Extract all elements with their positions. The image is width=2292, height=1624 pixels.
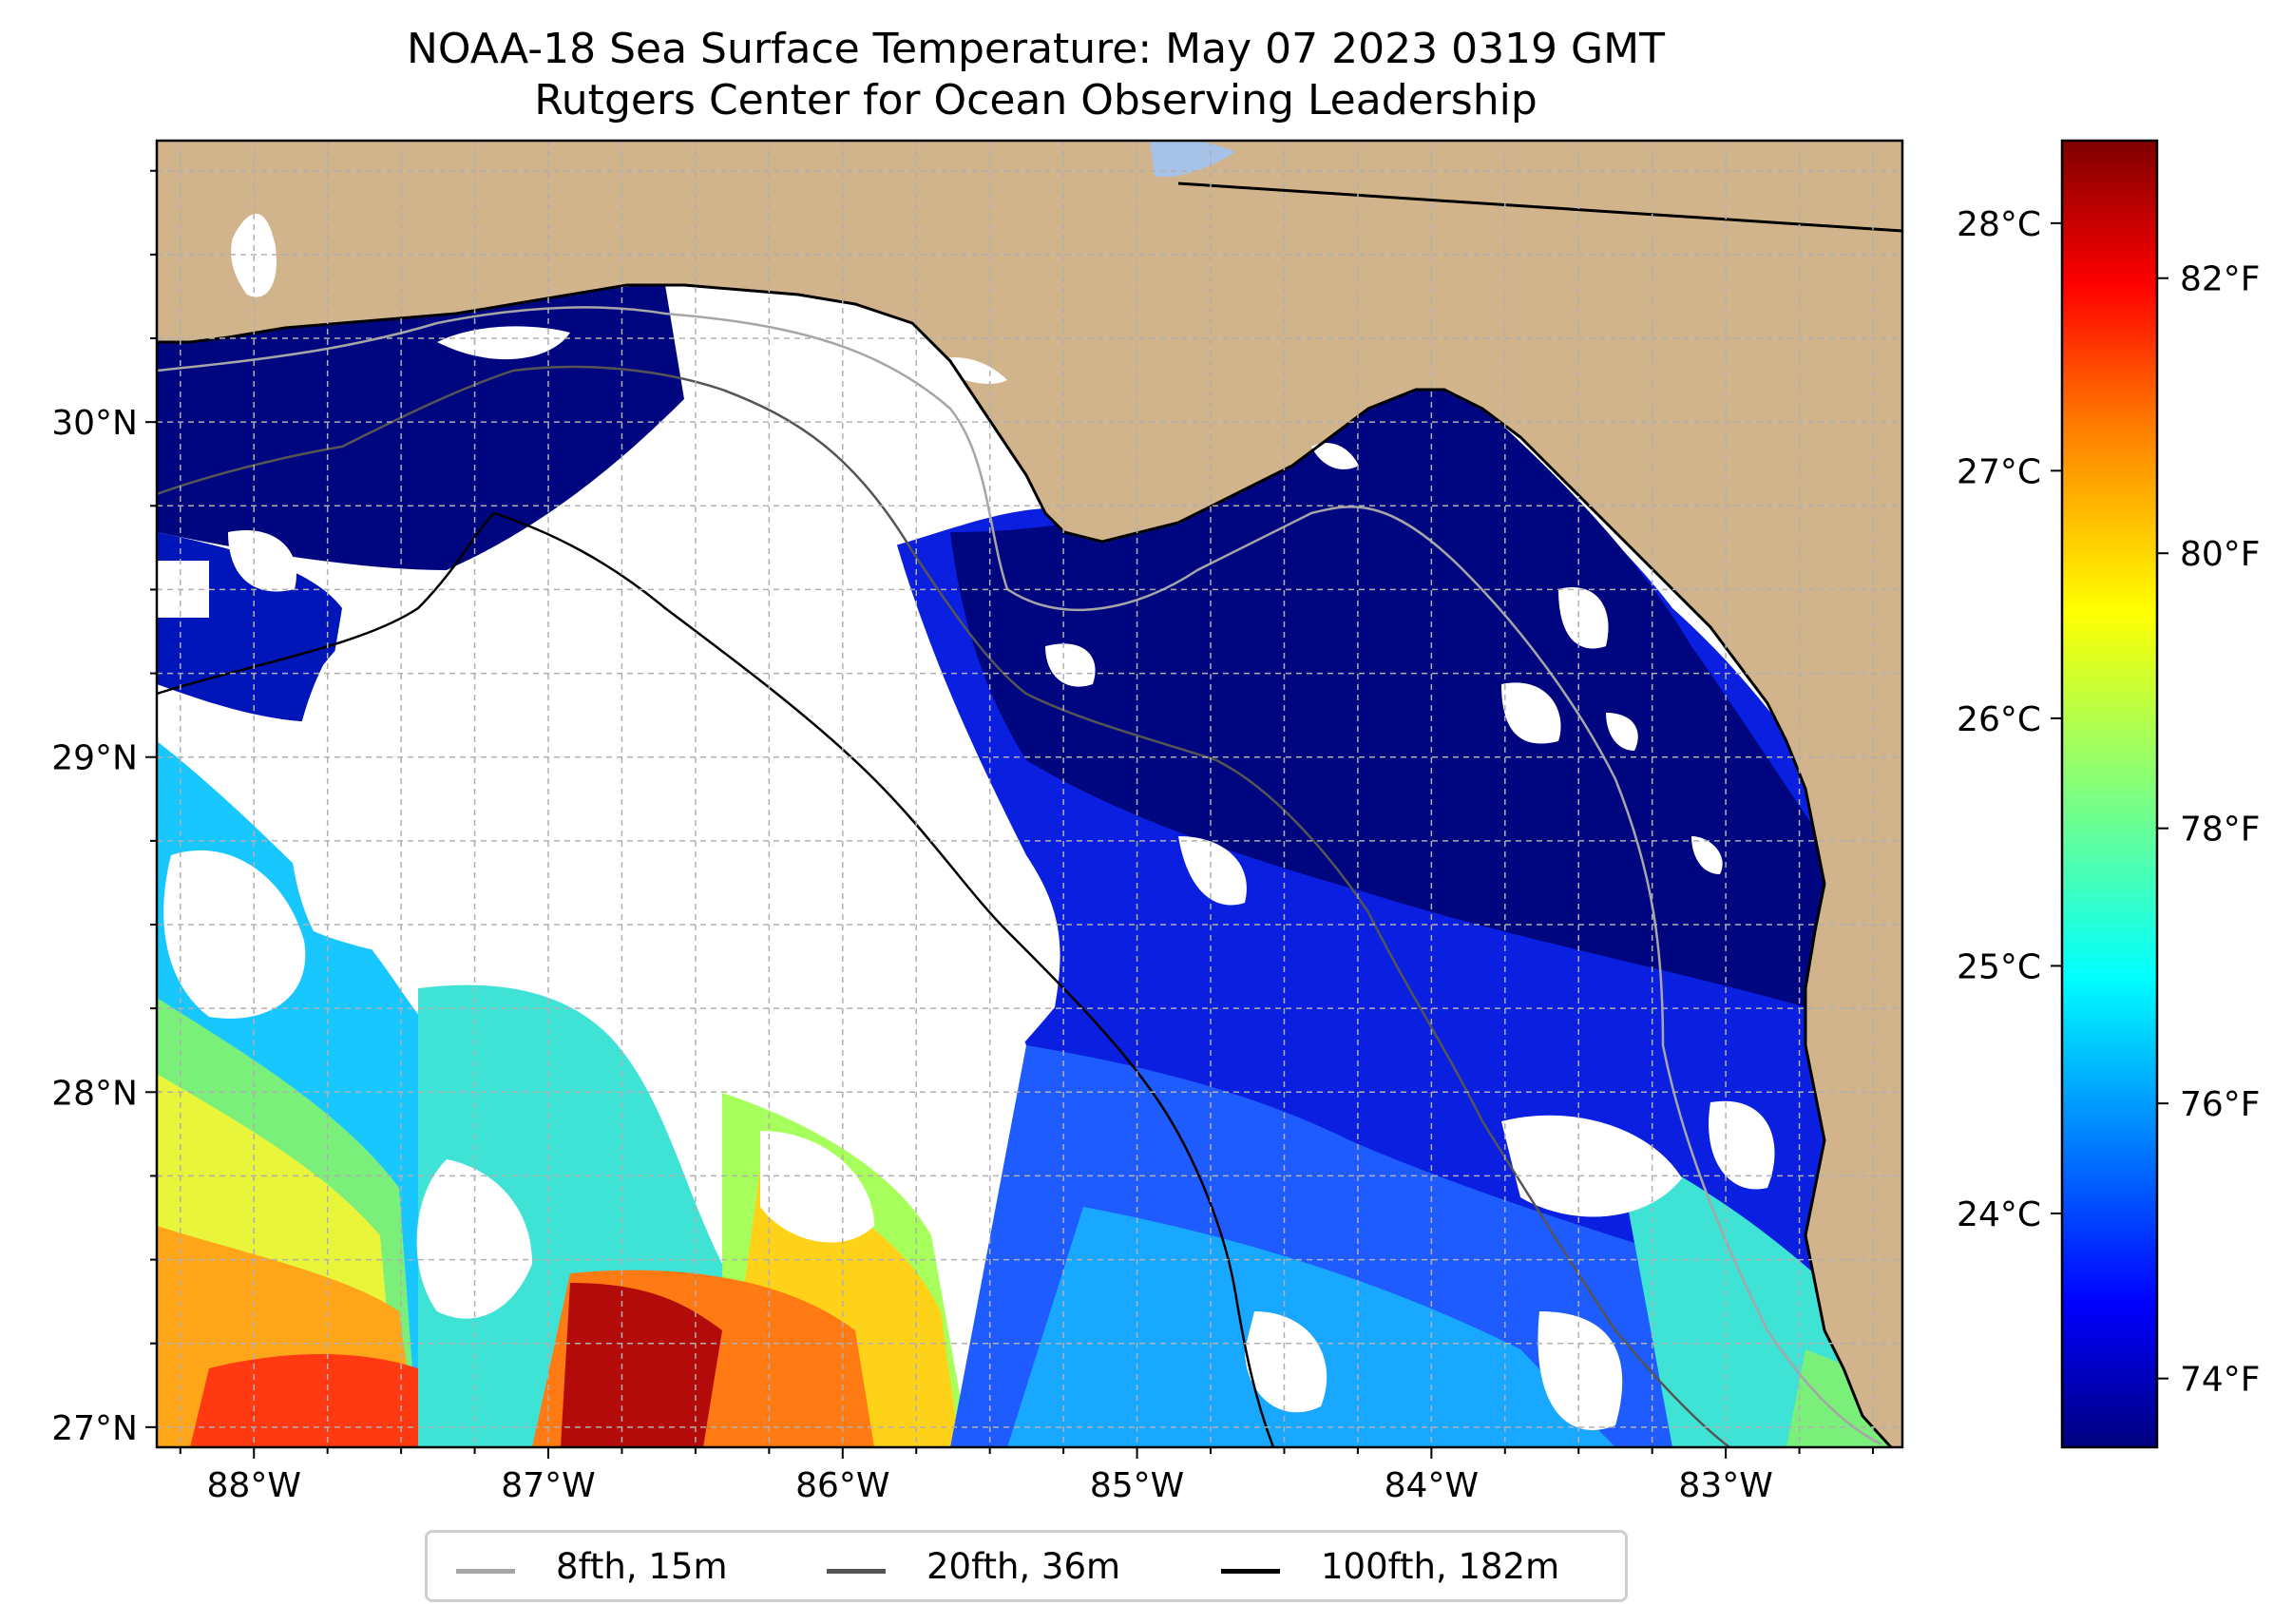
- x-tick-label: 86°W: [795, 1466, 889, 1505]
- x-tick-label: 87°W: [501, 1466, 595, 1505]
- colorbar-c-label: 25°C: [1957, 947, 2041, 986]
- x-tick-label: 88°W: [207, 1466, 301, 1505]
- colorbar-ticks: 82°F 80°F 78°F 76°F 74°F 28°C 27°C 26°C 25°C 24°C: [1957, 205, 2260, 1400]
- map-area: [157, 141, 1902, 1447]
- map-frame: [155, 139, 1904, 1449]
- colorbar-gradient: [2060, 139, 2159, 1449]
- legend-label-20fth: 20fth, 36m: [926, 1546, 1121, 1587]
- colorbar-f-label: 76°F: [2180, 1085, 2261, 1124]
- colorbar-c-label: 28°C: [1957, 205, 2041, 244]
- colorbar-c-label: 27°C: [1957, 452, 2041, 491]
- contour-legend: 8fth, 15m 20fth, 36m 100fth, 182m: [425, 1530, 1628, 1602]
- colorbar: 82°F 80°F 78°F 76°F 74°F 28°C 27°C 26°C 25°C 24°C: [1957, 139, 2261, 1449]
- colorbar-c-label: 26°C: [1957, 700, 2041, 739]
- x-tick-label: 83°W: [1678, 1466, 1772, 1505]
- y-tick-label: 29°N: [51, 739, 138, 778]
- chart-title: NOAA-18 Sea Surface Temperature: May 07 …: [407, 25, 1665, 73]
- legend-swatch-20fth: [827, 1569, 886, 1574]
- land-mass: [157, 141, 1902, 1447]
- y-tick-label: 30°N: [51, 404, 138, 443]
- gridlines: [157, 141, 1902, 1447]
- contour-8fth: [157, 306, 1882, 1446]
- coastline: [157, 283, 1893, 1447]
- legend-label-100fth: 100fth, 182m: [1321, 1546, 1560, 1587]
- state-boundary: [1177, 182, 1902, 233]
- contour-20fth: [157, 365, 1730, 1447]
- x-tick-label: 85°W: [1090, 1466, 1184, 1505]
- legend-label-8fth: 8fth, 15m: [556, 1546, 728, 1587]
- colorbar-c-label: 24°C: [1957, 1195, 2041, 1234]
- contour-100fth: [157, 511, 1275, 1447]
- y-tick-label: 27°N: [51, 1409, 138, 1448]
- sst-field: [157, 285, 1902, 1447]
- legend-swatch-100fth: [1221, 1569, 1280, 1574]
- chart-subtitle: Rutgers Center for Ocean Observing Leade…: [534, 76, 1538, 124]
- x-tick-label: 84°W: [1385, 1466, 1479, 1505]
- colorbar-f-label: 74°F: [2180, 1361, 2261, 1400]
- map-axes: 88°W 87°W 86°W 85°W 84°W 83°W 30°N 29°N 28°N 27°N: [51, 169, 1875, 1505]
- colorbar-f-label: 82°F: [2180, 260, 2261, 299]
- y-tick-label: 28°N: [51, 1074, 138, 1113]
- colorbar-f-label: 80°F: [2180, 535, 2261, 574]
- legend-swatch-8fth: [456, 1569, 515, 1574]
- colorbar-f-label: 78°F: [2180, 811, 2261, 850]
